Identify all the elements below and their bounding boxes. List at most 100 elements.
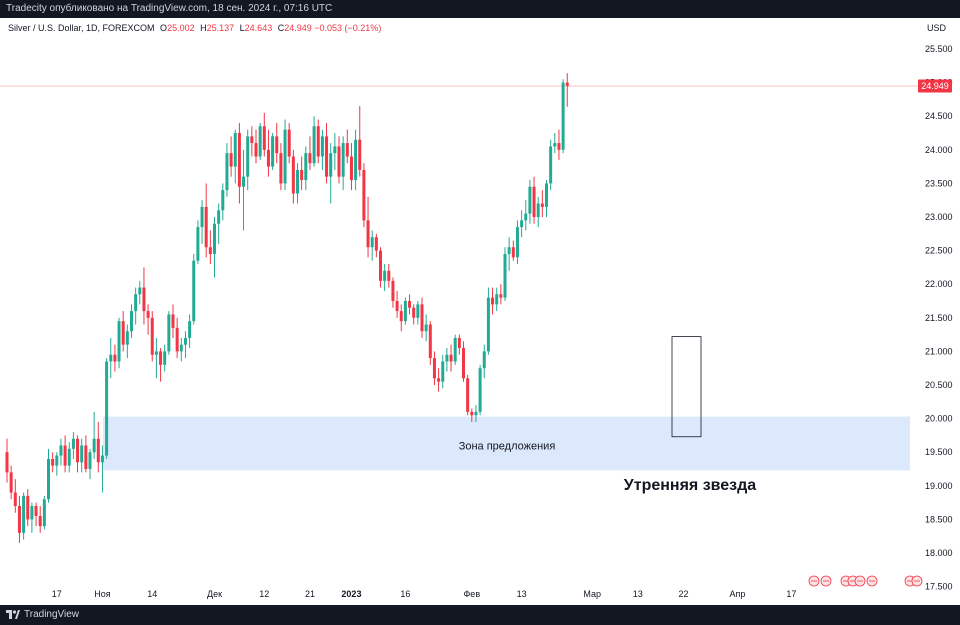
candle-body — [491, 297, 495, 305]
x-tick-label: Дек — [207, 589, 222, 599]
candle-body — [470, 411, 474, 416]
symbol-legend: Silver / U.S. Dollar, 1D, FOREXCOM O25.0… — [8, 23, 381, 33]
candle-body — [312, 126, 316, 164]
high-value: 25.137 — [206, 23, 235, 33]
candle-body — [449, 354, 453, 362]
candle-body — [370, 237, 374, 248]
candle-body — [349, 156, 353, 181]
candle-body — [130, 311, 133, 332]
candle-body — [96, 438, 100, 463]
candle-body — [121, 321, 125, 345]
x-tick-label: 12 — [259, 589, 269, 599]
close-label: C — [277, 23, 285, 33]
pattern-highlight-box — [671, 336, 702, 438]
candle-body — [179, 344, 183, 352]
candle-body — [416, 304, 420, 318]
candle-body — [507, 247, 511, 254]
candle-body — [482, 351, 486, 369]
candle-body — [55, 455, 59, 466]
candle-body — [412, 307, 416, 318]
candle-body — [26, 495, 30, 520]
candle-body — [100, 455, 104, 463]
candle-body — [113, 354, 117, 362]
candle-body — [38, 516, 42, 527]
candle-body — [88, 452, 92, 469]
candle-body — [51, 458, 55, 466]
currency-label[interactable]: USD — [927, 23, 947, 33]
x-tick-label: 17 — [52, 589, 62, 599]
candle-body — [208, 247, 212, 254]
candle-body — [329, 153, 333, 177]
candle-body — [354, 139, 358, 181]
x-tick-label: Мар — [583, 589, 601, 599]
candle-body — [358, 139, 362, 170]
candle-body — [441, 361, 445, 382]
candle-body — [17, 505, 21, 533]
candle-body — [258, 126, 262, 157]
y-tick-label: 25.500 — [925, 44, 953, 54]
candle-body — [561, 82, 565, 150]
candle-body — [437, 378, 441, 382]
candle-body — [59, 445, 63, 456]
candle-body — [333, 146, 337, 154]
y-tick-label: 22.000 — [925, 279, 953, 289]
y-tick-label: 21.000 — [925, 346, 953, 356]
candle-body — [424, 324, 428, 332]
candle-body — [80, 445, 84, 463]
candle-body — [204, 206, 208, 248]
candle-body — [296, 169, 299, 194]
candle-body — [76, 438, 80, 463]
candle-body — [217, 210, 221, 224]
candle-body — [163, 351, 167, 365]
y-tick-label: 19.500 — [925, 447, 953, 457]
x-tick-label: Фев — [463, 589, 480, 599]
y-tick-label: 19.000 — [925, 481, 953, 491]
candle-body — [63, 445, 67, 466]
candle-body — [383, 270, 387, 281]
candle-body — [192, 260, 196, 322]
candle-body — [71, 438, 75, 449]
candle-body — [325, 136, 329, 177]
candle-body — [511, 247, 515, 258]
candle-body — [142, 287, 146, 312]
candle-body — [499, 294, 503, 298]
candle-body — [117, 321, 121, 362]
candle-body — [5, 452, 9, 473]
x-tick-label: 14 — [147, 589, 157, 599]
pattern-label: Утренняя звезда — [624, 477, 756, 494]
candle-body — [250, 136, 254, 144]
x-tick-label: 17 — [786, 589, 796, 599]
publisher-bar: Tradecity опубликовано на TradingView.co… — [0, 0, 960, 18]
candle-body — [287, 129, 291, 157]
candle-body — [478, 368, 482, 412]
y-tick-label: 21.500 — [925, 313, 953, 323]
candle-body — [150, 317, 154, 355]
candle-body — [233, 133, 237, 167]
candle-body — [391, 280, 395, 301]
y-tick-label: 24.500 — [925, 111, 953, 121]
candle-body — [520, 220, 524, 228]
candle-body — [395, 301, 399, 312]
y-tick-label: 22.500 — [925, 246, 953, 256]
candle-body — [200, 206, 204, 228]
candle-body — [146, 311, 150, 318]
candle-body — [387, 270, 391, 281]
supply-zone-label: Зона предложения — [459, 440, 556, 452]
candle-body — [304, 153, 308, 181]
candle-body — [154, 351, 158, 355]
candle-body — [503, 253, 507, 298]
candle-body — [466, 378, 470, 412]
candle-body — [515, 227, 519, 258]
candle-body — [428, 324, 432, 359]
candle-body — [188, 321, 192, 338]
candle-body — [109, 354, 113, 362]
x-tick-label: 13 — [517, 589, 527, 599]
x-tick-label: 21 — [305, 589, 315, 599]
chart-panel[interactable] — [0, 18, 960, 605]
candle-body — [246, 136, 250, 177]
candle-body — [9, 472, 13, 493]
candle-body — [291, 156, 295, 194]
tradingview-logo[interactable]: TradingView — [6, 609, 79, 620]
candle-body — [125, 331, 129, 345]
